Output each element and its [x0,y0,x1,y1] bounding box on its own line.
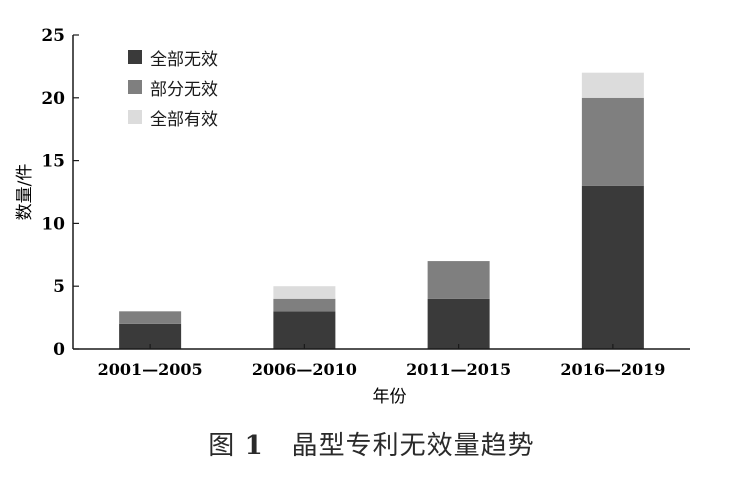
legend-item: 全部无效 [128,42,218,72]
bar-3-4 [581,72,644,98]
x-tick-label: 2001—2005 [98,360,203,379]
legend-swatch [128,80,142,94]
y-tick-label: 10 [41,214,65,234]
bar-1-3 [427,298,490,349]
legend-label: 全部无效 [150,49,218,70]
y-tick-label: 15 [41,152,65,172]
y-tick-label: 25 [41,26,65,46]
y-axis-label: 数量/件 [15,164,35,221]
legend-item: 全部有效 [128,102,218,132]
x-tick-label: 2011—2015 [406,360,511,379]
legend-item: 部分无效 [128,72,218,102]
bar-2-1 [119,311,182,324]
bar-1-2 [273,311,336,349]
legend-label: 部分无效 [150,79,218,100]
chart-legend: 全部无效部分无效全部有效 [128,42,218,132]
bar-2-2 [273,298,336,312]
y-tick-label: 0 [53,340,65,360]
legend-label: 全部有效 [150,109,218,130]
caption-label: 图 1 [208,431,264,461]
x-tick-label: 2016—2019 [560,360,665,379]
x-tick-label: 2006—2010 [252,360,357,379]
legend-swatch [128,110,142,124]
x-axis-label: 年份 [373,387,407,407]
figure-caption: 图 1 晶型专利无效量趋势 [0,425,743,462]
chart-area: 2001—2005 2006—2010 2011—2015 2016—2019 0 5 10… [15,26,690,407]
bar-2-3 [427,261,490,299]
legend-swatch [128,50,142,64]
bar-2-4 [581,97,644,186]
bar-1-4 [581,185,644,349]
bar-3-2 [273,286,336,299]
caption-text: 晶型专利无效量趋势 [291,431,535,461]
y-tick-label: 5 [53,277,65,297]
y-tick-label: 20 [41,89,65,109]
bar-chart: 2001—2005 2006—2010 2011—2015 2016—2019 0 5 10… [15,26,690,407]
